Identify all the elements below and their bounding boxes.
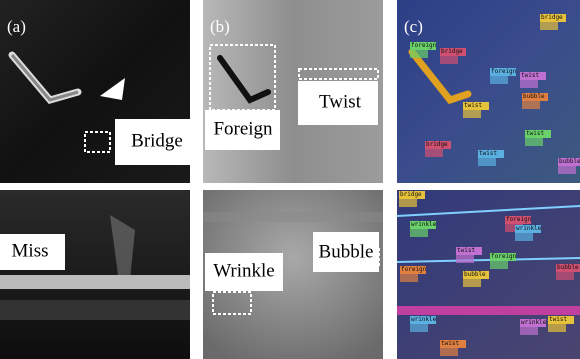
- tag-label: twist: [457, 247, 475, 254]
- panel-e: Bubble Wrinkle: [203, 190, 383, 359]
- tag-label: bridge: [541, 14, 563, 21]
- annotation: Bridge: [131, 130, 183, 151]
- tag-label: twist: [526, 130, 544, 137]
- defect-region: [440, 56, 458, 64]
- tag-label: bubble: [523, 93, 545, 100]
- defect-region: [410, 229, 428, 237]
- defect-region: [463, 279, 481, 287]
- defect-region: [410, 50, 428, 58]
- tag-label: twist: [441, 340, 459, 347]
- defect-region: [399, 199, 417, 207]
- defect-region: [520, 327, 538, 335]
- tag-label: wrinkle: [521, 319, 547, 326]
- tag-label: twist: [479, 150, 497, 157]
- annotation: Wrinkle: [213, 260, 275, 281]
- tag-label: foreign: [401, 266, 427, 273]
- tag-label: bridge: [400, 191, 422, 198]
- tag-label: foreign: [411, 42, 437, 49]
- panel-label: (c): [404, 17, 423, 36]
- tag-label: twist: [464, 102, 482, 109]
- figure: Bridge (a) Twist Foreign (b) (c) bridgef…: [0, 0, 580, 359]
- tag-label: wrinkle: [411, 221, 437, 228]
- defect-region: [540, 22, 558, 30]
- panel-b: Twist Foreign (b): [203, 0, 383, 183]
- tag-label: bubble: [559, 158, 580, 165]
- defect-region: [515, 233, 533, 241]
- defect-region: [400, 274, 418, 282]
- defect-region: [558, 166, 576, 174]
- defect-region: [425, 149, 443, 157]
- panel-d: Miss: [0, 190, 190, 359]
- tag-label: foreign: [491, 253, 517, 260]
- panel-a: Bridge (a): [0, 0, 190, 183]
- defect-region: [490, 76, 508, 84]
- panel-label: (b): [210, 17, 230, 36]
- defect-region: [522, 101, 540, 109]
- tag-label: bridge: [426, 141, 448, 148]
- annotation: Twist: [319, 91, 362, 112]
- panel-f: bridgewrinkleforeignwrinkletwistforeignb…: [397, 190, 580, 359]
- tag-label: bubble: [557, 264, 579, 271]
- defect-region: [410, 324, 428, 332]
- defect-region: [556, 272, 574, 280]
- defect-region: [525, 138, 543, 146]
- defect-region: [520, 80, 538, 88]
- annotation: Miss: [12, 240, 49, 261]
- defect-region: [490, 261, 508, 269]
- annotation: Bubble: [319, 241, 374, 262]
- defect-region: [548, 324, 566, 332]
- tag-label: bubble: [464, 271, 486, 278]
- tag-label: wrinkle: [516, 225, 542, 232]
- defect-region: [463, 110, 481, 118]
- panel-c: (c) bridge foreign bridge foreign twist bubbl…: [397, 0, 580, 183]
- defect-region: [478, 158, 496, 166]
- tag-label: foreign: [506, 216, 532, 223]
- defect-region: [456, 255, 474, 263]
- tag-label: wrinkle: [411, 316, 437, 323]
- tag-label: bridge: [441, 48, 463, 55]
- tag-label: foreign: [491, 68, 517, 75]
- panel-label: (a): [7, 17, 26, 36]
- annotation: Foreign: [213, 118, 273, 139]
- tag-label: twist: [521, 72, 539, 79]
- tag-label: twist: [549, 316, 567, 323]
- defect-region: [440, 348, 458, 356]
